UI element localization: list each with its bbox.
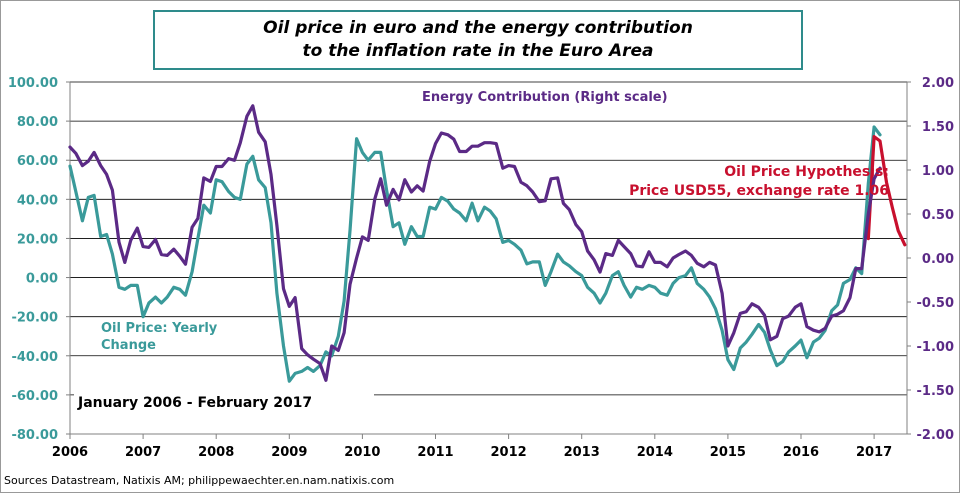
chart-title-line-2: to the inflation rate in the Euro Area [302,41,654,61]
left-tick-label: 100.00 [8,76,58,91]
left-tick-label: 60.00 [17,154,58,169]
oil-series-label-line-2: Change [101,338,156,353]
source-note: Sources Datastream, Natixis AM; philippe… [4,474,395,487]
right-tick-label: 0.50 [922,208,954,223]
x-tick-label: 2016 [783,445,819,460]
gridlines [70,81,907,396]
left-tick-label: 0.00 [26,272,58,287]
x-tick-label: 2013 [564,445,600,460]
right-axis-ticks: 2.00 1.50 1.00 0.50 0.00 -0.50 -1.00 -1.50 -2.00 [907,76,954,443]
x-tick-label: 2008 [198,445,234,460]
x-tick-label: 2011 [417,445,453,460]
chart-title-box: Oil price in euro and the energy contrib… [153,10,803,70]
left-tick-label: 40.00 [17,193,58,208]
hypothesis-label-line-1: Oil Price Hypothesis: [724,164,889,180]
oil-series-label-line-1: Oil Price: Yearly [101,321,218,336]
right-tick-label: 1.00 [922,164,954,179]
right-tick-label: -1.00 [917,340,954,355]
x-tick-label: 2006 [52,445,88,460]
x-tick-label: 2015 [710,445,746,460]
x-tick-label: 2014 [637,445,673,460]
energy-series-label: Energy Contribution (Right scale) [422,90,668,105]
right-tick-label: 0.00 [922,252,954,267]
right-tick-label: 2.00 [922,76,954,91]
series-line-oil-price-yearly-change [68,125,882,383]
x-tick-label: 2010 [344,445,380,460]
left-axis-ticks: 100.00 80.00 60.00 40.00 20.00 0.00 -20.00 -40.… [8,76,70,443]
period-label: January 2006 - February 2017 [77,395,312,411]
x-tick-label: 2009 [271,445,307,460]
right-tick-label: -1.50 [917,384,954,399]
left-tick-label: -40.00 [11,350,58,365]
right-tick-label: 1.50 [922,120,954,135]
right-tick-label: -2.00 [917,428,954,443]
series-line-energy-contribution-right-scale [68,104,882,382]
x-axis-ticks: 2006 2007 2008 2009 2010 2011 2012 2013 2014 2015… [52,434,892,460]
right-tick-label: -0.50 [917,296,954,311]
chart-title-line-1: Oil price in euro and the energy contrib… [263,18,693,38]
period-label-bg [74,388,374,414]
x-tick-label: 2012 [491,445,527,460]
hypothesis-label-line-2: Price USD55, exchange rate 1.06 [629,183,889,199]
left-tick-label: -20.00 [11,311,58,326]
series-line-oil-price-hypothesis [866,135,907,247]
left-tick-label: 80.00 [17,115,58,130]
x-tick-label: 2017 [856,445,892,460]
left-tick-label: -60.00 [11,389,58,404]
left-tick-label: -80.00 [11,428,58,443]
x-tick-label: 2007 [125,445,161,460]
series-lines [68,104,907,383]
left-tick-label: 20.00 [17,232,58,247]
